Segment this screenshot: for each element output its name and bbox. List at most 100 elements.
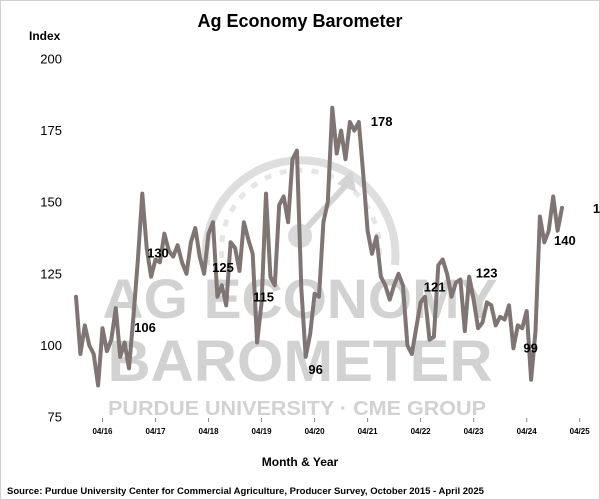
data-point xyxy=(216,295,219,298)
gauge-icon xyxy=(201,156,400,266)
data-point xyxy=(260,301,263,304)
data-point xyxy=(163,232,166,235)
data-point xyxy=(79,352,82,356)
data-point xyxy=(88,344,91,347)
y-tick-label: 150 xyxy=(40,195,62,210)
data-point xyxy=(516,324,520,327)
data-point xyxy=(132,315,135,318)
y-axis-title: Index xyxy=(29,29,61,43)
data-label-130: 130 xyxy=(147,245,169,260)
data-point xyxy=(176,243,179,247)
data-point xyxy=(331,106,334,109)
data-point xyxy=(304,355,307,359)
data-point xyxy=(392,284,396,287)
data-point xyxy=(207,232,210,235)
x-tick-label: 04/17 xyxy=(146,427,167,436)
data-label-99: 99 xyxy=(523,340,537,355)
data-point xyxy=(415,327,418,330)
data-point xyxy=(529,378,533,381)
data-label-178: 178 xyxy=(371,114,393,129)
y-tick-label: 125 xyxy=(40,266,62,281)
data-point xyxy=(198,255,201,258)
data-point xyxy=(154,258,157,261)
data-point xyxy=(273,284,277,287)
data-point xyxy=(344,158,347,161)
data-point xyxy=(490,304,493,307)
x-tick-label: 04/19 xyxy=(252,427,273,436)
data-point xyxy=(308,332,312,336)
data-point xyxy=(361,172,365,175)
data-point xyxy=(123,341,126,344)
chart-title: Ag Economy Barometer xyxy=(197,11,402,31)
x-tick-label: 04/21 xyxy=(358,427,379,436)
data-point xyxy=(313,292,316,296)
data-point xyxy=(556,229,559,233)
data-point xyxy=(437,264,440,267)
data-point xyxy=(375,235,378,238)
data-point xyxy=(419,301,422,304)
data-point xyxy=(476,327,480,330)
data-point xyxy=(141,192,144,195)
data-point xyxy=(229,241,232,244)
data-label-115: 115 xyxy=(253,289,274,304)
data-point xyxy=(83,324,87,327)
data-point xyxy=(114,306,117,310)
data-point xyxy=(348,120,352,124)
data-point xyxy=(238,269,241,273)
data-point xyxy=(423,295,427,298)
data-point xyxy=(450,295,453,298)
data-point xyxy=(286,221,290,224)
x-tick-label: 04/18 xyxy=(199,427,220,436)
data-point xyxy=(295,149,299,152)
data-label-96: 96 xyxy=(308,362,322,377)
data-point xyxy=(428,338,431,341)
y-tick-label: 175 xyxy=(40,123,62,138)
data-point xyxy=(472,298,475,301)
watermark-line-2: BAROMETER xyxy=(108,329,493,394)
data-point xyxy=(149,275,153,278)
data-point xyxy=(401,284,405,287)
data-point xyxy=(264,192,268,195)
x-tick-label: 04/20 xyxy=(305,427,326,436)
data-point xyxy=(366,229,369,233)
x-axis: 04/16 04/17 04/18 04/19 04/20 04/21 04/22 04/23… xyxy=(92,418,590,436)
data-point xyxy=(251,252,254,255)
data-point xyxy=(335,152,338,155)
data-point xyxy=(225,304,228,307)
data-label-140: 140 xyxy=(554,233,576,248)
x-tick-label: 04/23 xyxy=(464,427,485,436)
data-point xyxy=(291,158,294,161)
data-point xyxy=(432,335,436,339)
data-point xyxy=(118,355,122,359)
data-point xyxy=(180,261,184,264)
data-point xyxy=(512,347,515,350)
data-point xyxy=(96,384,100,387)
data-point xyxy=(136,258,140,261)
data-point xyxy=(255,341,259,344)
data-point xyxy=(74,295,78,298)
data-point xyxy=(167,249,170,253)
data-label-121: 121 xyxy=(424,279,446,294)
data-label-125: 125 xyxy=(212,260,234,275)
data-point xyxy=(189,241,193,244)
data-point xyxy=(194,226,197,230)
data-point xyxy=(397,272,400,275)
data-point xyxy=(379,275,383,278)
data-label-148: 148 xyxy=(593,201,600,216)
data-point xyxy=(503,318,506,321)
series-group xyxy=(74,105,564,388)
data-point xyxy=(158,261,162,264)
data-point xyxy=(410,352,413,356)
data-point xyxy=(322,221,325,224)
data-point xyxy=(92,352,95,356)
y-axis: 75 100 125 150 175 200 xyxy=(40,52,62,425)
y-tick-label: 200 xyxy=(40,52,62,67)
data-labels: 106 130 125 115 96 178 121 123 99 140 148 xyxy=(134,114,600,377)
data-point xyxy=(384,284,387,287)
data-point xyxy=(282,195,285,198)
data-point xyxy=(525,309,528,313)
watermark-line-3: PURDUE UNIVERSITY · CME GROUP xyxy=(108,398,486,420)
data-label-106: 106 xyxy=(134,320,156,335)
